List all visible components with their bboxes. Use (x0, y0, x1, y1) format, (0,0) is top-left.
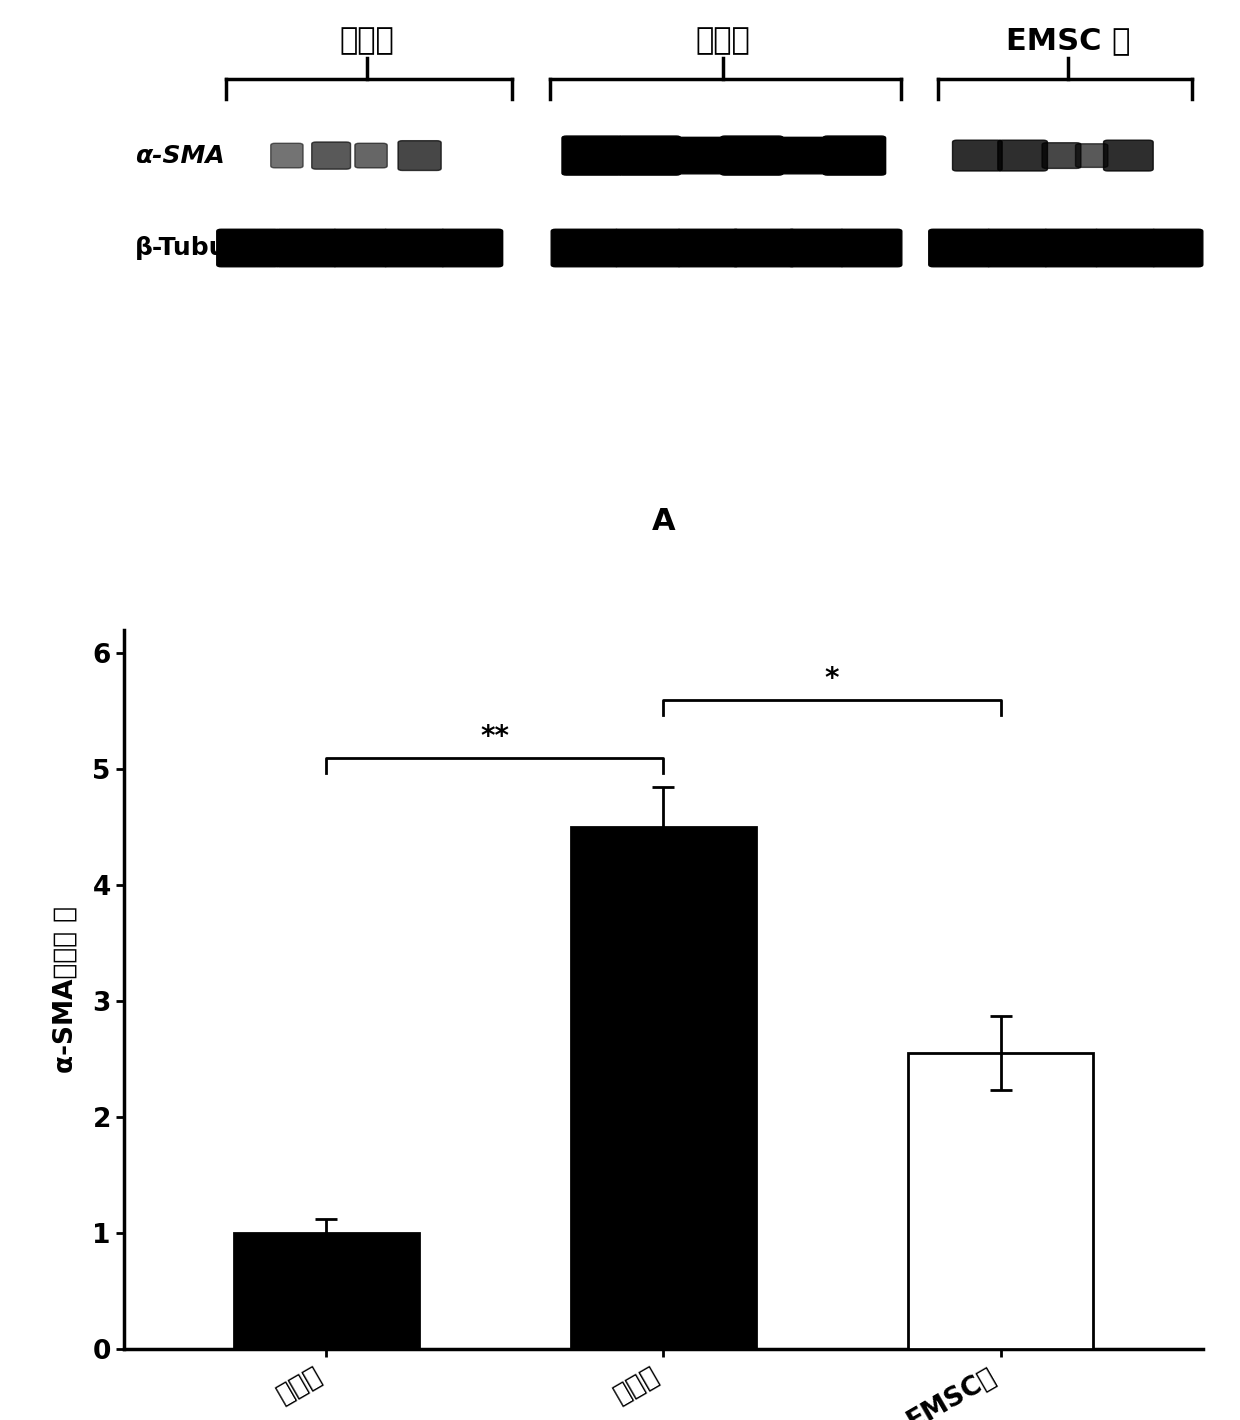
FancyBboxPatch shape (355, 143, 387, 168)
FancyBboxPatch shape (676, 229, 739, 267)
FancyBboxPatch shape (1104, 141, 1153, 170)
FancyBboxPatch shape (552, 229, 619, 267)
FancyBboxPatch shape (275, 229, 337, 267)
FancyBboxPatch shape (1043, 229, 1099, 267)
FancyBboxPatch shape (383, 229, 445, 267)
Text: EMSC 组: EMSC 组 (1006, 27, 1130, 55)
FancyBboxPatch shape (1094, 229, 1157, 267)
FancyBboxPatch shape (789, 229, 844, 267)
FancyBboxPatch shape (676, 138, 725, 173)
Y-axis label: α-SMA相对表 达: α-SMA相对表 达 (52, 906, 78, 1074)
FancyBboxPatch shape (332, 229, 388, 267)
Text: 对照组: 对照组 (340, 27, 394, 55)
Bar (233, 1233, 419, 1349)
FancyBboxPatch shape (733, 229, 795, 267)
FancyBboxPatch shape (217, 229, 279, 267)
FancyBboxPatch shape (777, 138, 827, 173)
Text: A: A (651, 507, 676, 535)
FancyBboxPatch shape (562, 136, 622, 175)
FancyBboxPatch shape (1151, 229, 1203, 267)
Text: α-SMA: α-SMA (135, 143, 224, 168)
FancyBboxPatch shape (998, 141, 1048, 170)
FancyBboxPatch shape (270, 143, 303, 168)
Text: β-Tubulin: β-Tubulin (135, 236, 263, 260)
FancyBboxPatch shape (839, 229, 901, 267)
FancyBboxPatch shape (952, 141, 1002, 170)
FancyBboxPatch shape (618, 136, 681, 175)
FancyBboxPatch shape (823, 136, 885, 175)
Text: 模型组: 模型组 (696, 27, 750, 55)
FancyBboxPatch shape (986, 229, 1049, 267)
FancyBboxPatch shape (1042, 143, 1081, 169)
Text: *: * (825, 665, 839, 693)
Bar (570, 828, 756, 1349)
FancyBboxPatch shape (720, 136, 784, 175)
Bar (908, 1054, 1094, 1349)
FancyBboxPatch shape (440, 229, 502, 267)
FancyBboxPatch shape (614, 229, 682, 267)
FancyBboxPatch shape (398, 141, 441, 170)
FancyBboxPatch shape (1075, 143, 1107, 168)
FancyBboxPatch shape (311, 142, 351, 169)
FancyBboxPatch shape (929, 229, 991, 267)
Text: **: ** (480, 723, 510, 751)
